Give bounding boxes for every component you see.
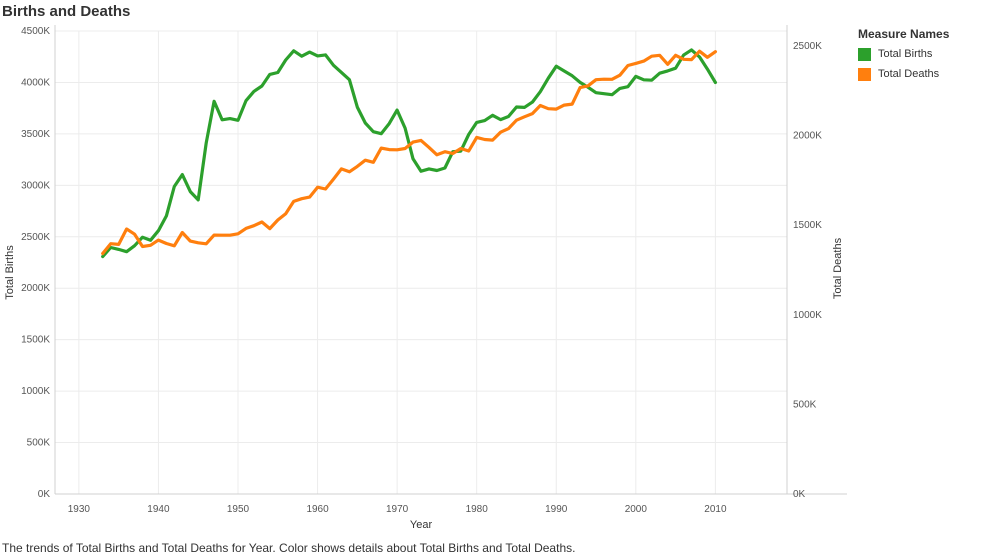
x-tick-label: 2010: [704, 504, 727, 515]
chart-caption: The trends of Total Births and Total Dea…: [2, 541, 576, 555]
x-tick-label: 1980: [466, 504, 489, 515]
legend-swatch-total-deaths: [858, 67, 871, 81]
y-left-tick-label: 3500K: [21, 129, 50, 140]
x-tick-label: 1950: [227, 504, 250, 515]
y-right-tick-label: 0K: [793, 489, 806, 500]
chart-svg: 1930 1940 1950 1960 1970 1980 1990 2000 2010 0K 50…: [4, 25, 847, 531]
y-right-tick-label: 500K: [793, 399, 817, 410]
label-layer: 1930 1940 1950 1960 1970 1980 1990 2000 2010 0K 50…: [4, 26, 844, 531]
y-right-tick-label: 1500K: [793, 220, 822, 231]
y-right-tick-label: 2500K: [793, 41, 822, 52]
y-left-tick-label: 2000K: [21, 283, 50, 294]
legend-title: Measure Names: [858, 27, 950, 41]
legend-swatch-total-births: [858, 47, 871, 61]
x-axis-title: Year: [410, 519, 433, 531]
x-tick-label: 1970: [386, 504, 409, 515]
y-left-tick-label: 4000K: [21, 77, 50, 88]
grid-layer: [55, 30, 787, 495]
legend: Measure Names Total Births Total Deaths: [858, 27, 949, 84]
y-left-tick-label: 3000K: [21, 180, 50, 191]
x-tick-label: 1930: [68, 504, 91, 515]
legend-label-total-births: Total Births: [878, 48, 933, 60]
y-left-tick-label: 1500K: [21, 335, 50, 346]
y-left-tick-label: 4500K: [21, 26, 50, 37]
y-left-tick-label: 2500K: [21, 232, 50, 243]
y-right-tick-label: 2000K: [793, 131, 822, 142]
x-tick-label: 1940: [147, 504, 170, 515]
legend-item-total-births[interactable]: Total Births: [858, 44, 949, 64]
x-tick-label: 1960: [306, 504, 329, 515]
y-left-tick-label: 1000K: [21, 386, 50, 397]
series-line-total-births: [101, 48, 718, 259]
line-layer: [101, 48, 718, 259]
y-left-axis-title: Total Births: [4, 245, 16, 300]
x-tick-label: 2000: [625, 504, 648, 515]
y-left-tick-label: 500K: [27, 438, 51, 449]
y-right-axis-title: Total Deaths: [832, 237, 844, 299]
axis-layer: [54, 25, 847, 495]
legend-item-total-deaths[interactable]: Total Deaths: [858, 64, 949, 84]
y-left-tick-label: 0K: [38, 489, 51, 500]
series-line-total-deaths: [101, 49, 718, 256]
legend-label-total-deaths: Total Deaths: [878, 68, 940, 80]
chart-title: Births and Deaths: [2, 3, 131, 20]
x-tick-label: 1990: [545, 504, 568, 515]
y-right-tick-label: 1000K: [793, 310, 822, 321]
